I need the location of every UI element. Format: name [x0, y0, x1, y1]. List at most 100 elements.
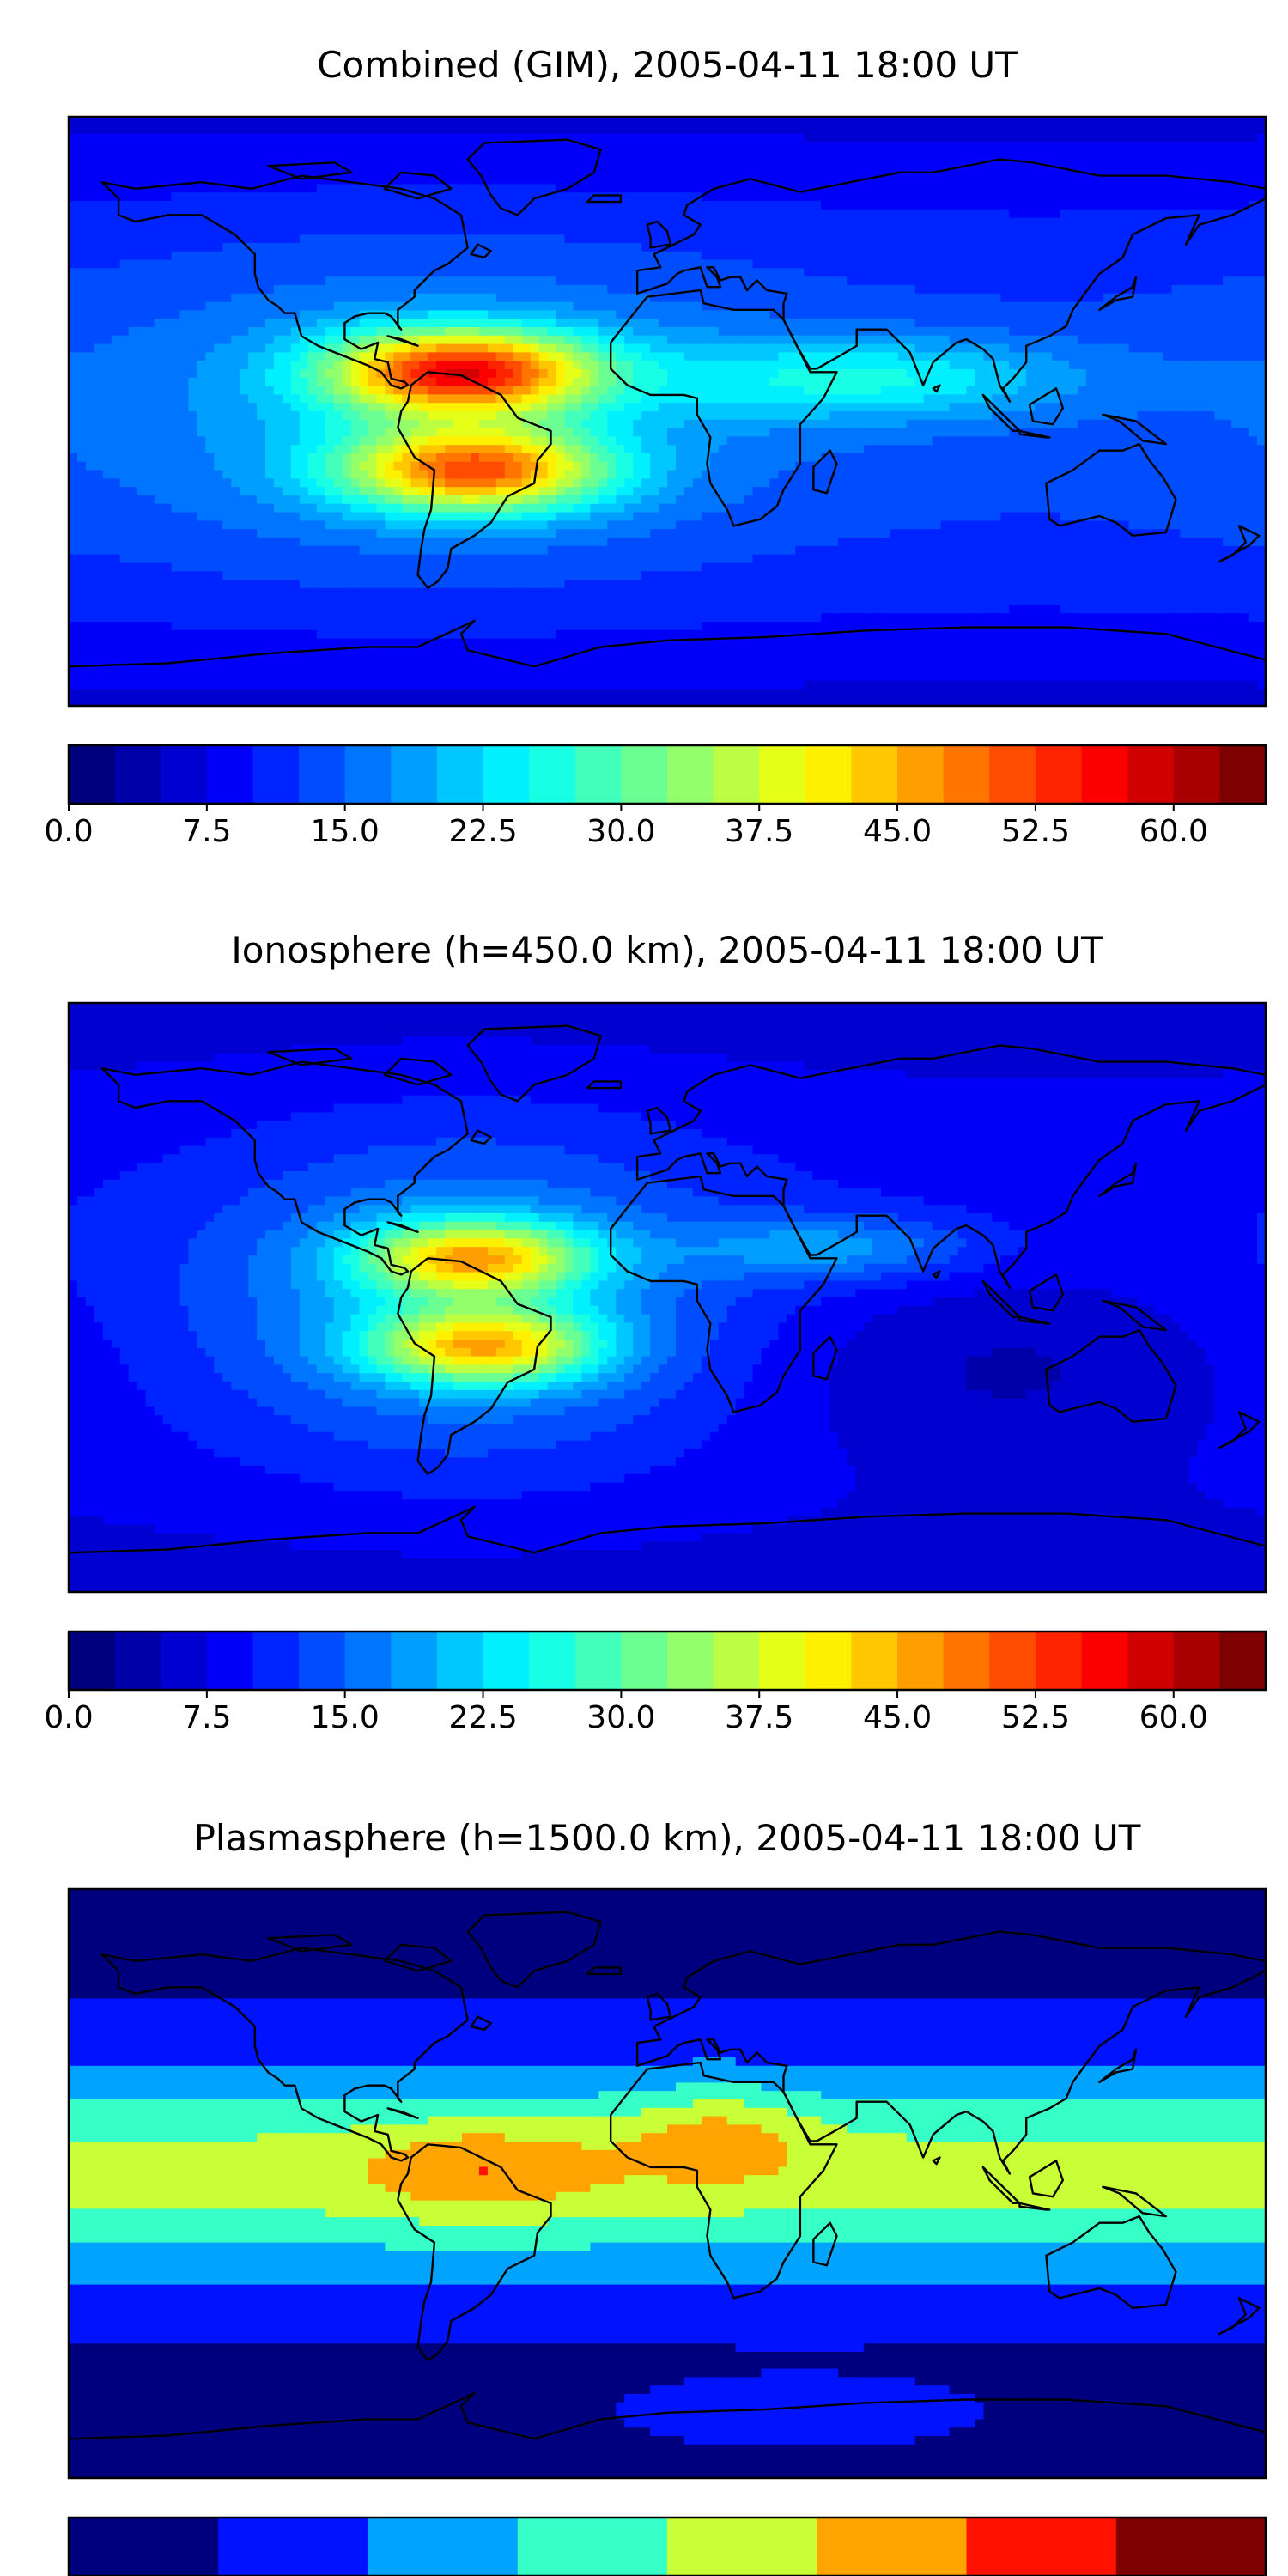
- heatmap-cell: [787, 192, 796, 202]
- heatmap-cell: [402, 167, 411, 177]
- heatmap-cell: [1197, 319, 1206, 328]
- heatmap-cell: [282, 159, 292, 168]
- heatmap-cell: [897, 175, 908, 185]
- heatmap-cell: [795, 192, 805, 202]
- heatmap-cell: [445, 159, 454, 168]
- heatmap-cell: [1026, 243, 1036, 252]
- heatmap-cell: [701, 234, 711, 244]
- heatmap-cell: [949, 310, 959, 319]
- heatmap-cell: [556, 150, 566, 160]
- heatmap-cell: [111, 209, 121, 219]
- heatmap-cell: [299, 268, 309, 277]
- heatmap-cell: [1128, 251, 1139, 261]
- heatmap-cell: [1171, 184, 1182, 193]
- heatmap-cell: [179, 209, 189, 219]
- heatmap-cell: [333, 352, 343, 361]
- heatmap-cell: [769, 352, 780, 361]
- heatmap-cell: [257, 377, 266, 387]
- heatmap-cell: [128, 117, 138, 126]
- heatmap-cell: [325, 369, 335, 379]
- heatmap-cell: [145, 251, 155, 261]
- heatmap-cell: [393, 285, 403, 295]
- heatmap-cell: [530, 259, 540, 269]
- heatmap-cell: [914, 394, 925, 404]
- heatmap-cell: [171, 361, 181, 370]
- heatmap-cell: [1068, 352, 1078, 361]
- heatmap-cell: [932, 343, 942, 353]
- heatmap-cell: [692, 142, 702, 151]
- heatmap-cell: [616, 175, 625, 185]
- heatmap-cell: [573, 150, 583, 160]
- heatmap-cell: [470, 327, 480, 337]
- heatmap-cell: [273, 259, 283, 269]
- heatmap-cell: [119, 268, 130, 277]
- heatmap-cell: [1240, 343, 1249, 353]
- heatmap-cell: [667, 234, 677, 244]
- heatmap-cell: [299, 403, 309, 412]
- heatmap-cell: [1085, 226, 1096, 235]
- heatmap-cell: [983, 209, 993, 219]
- heatmap-cell: [495, 251, 506, 261]
- heatmap-cell: [273, 192, 283, 202]
- heatmap-cell: [385, 201, 394, 210]
- heatmap-cell: [462, 377, 471, 387]
- heatmap-cell: [923, 343, 933, 353]
- heatmap-cell: [804, 352, 813, 361]
- heatmap-cell: [590, 411, 599, 421]
- heatmap-cell: [650, 167, 659, 177]
- heatmap-cell: [1197, 234, 1206, 244]
- heatmap-cell: [530, 301, 540, 311]
- heatmap-cell: [1043, 301, 1053, 311]
- heatmap-cell: [119, 293, 130, 303]
- heatmap-cell: [556, 335, 566, 345]
- heatmap-cell: [880, 167, 890, 177]
- heatmap-cell: [128, 301, 138, 311]
- heatmap-cell: [607, 175, 617, 185]
- heatmap-cell: [949, 192, 959, 202]
- heatmap-cell: [1197, 403, 1206, 412]
- heatmap-cell: [376, 285, 386, 295]
- heatmap-cell: [701, 293, 711, 303]
- heatmap-cell: [650, 142, 659, 151]
- heatmap-cell: [162, 175, 173, 185]
- heatmap-cell: [607, 377, 617, 387]
- heatmap-cell: [342, 285, 352, 295]
- heatmap-cell: [248, 343, 258, 353]
- heatmap-cell: [1163, 142, 1173, 151]
- heatmap-cell: [1052, 192, 1061, 202]
- heatmap-cell: [564, 259, 574, 269]
- heatmap-cell: [179, 319, 189, 328]
- heatmap-cell: [1068, 319, 1078, 328]
- heatmap-cell: [179, 386, 189, 395]
- heatmap-cell: [1188, 403, 1198, 412]
- heatmap-cell: [376, 403, 386, 412]
- heatmap-cell: [667, 403, 677, 412]
- heatmap-cell: [94, 343, 104, 353]
- heatmap-cell: [248, 175, 258, 185]
- heatmap-cell: [530, 319, 540, 328]
- heatmap-cell: [547, 125, 557, 135]
- heatmap-cell: [744, 226, 754, 235]
- heatmap-cell: [478, 403, 489, 412]
- heatmap-cell: [812, 117, 822, 126]
- heatmap-cell: [650, 201, 659, 210]
- heatmap-cell: [1154, 184, 1164, 193]
- heatmap-cell: [1077, 394, 1087, 404]
- heatmap-cell: [581, 386, 591, 395]
- heatmap-cell: [513, 201, 523, 210]
- heatmap-cell: [641, 133, 651, 143]
- heatmap-cell: [940, 301, 951, 311]
- heatmap-cell: [1206, 259, 1215, 269]
- heatmap-cell: [1103, 276, 1113, 286]
- heatmap-cell: [581, 377, 591, 387]
- heatmap-cell: [718, 175, 728, 185]
- heatmap-cell: [137, 335, 147, 345]
- heatmap-cell: [248, 352, 258, 361]
- heatmap-cell: [812, 293, 822, 303]
- heatmap-cell: [906, 310, 916, 319]
- heatmap-cell: [829, 285, 839, 295]
- heatmap-cell: [804, 301, 813, 311]
- heatmap-cell: [257, 251, 266, 261]
- heatmap-cell: [436, 352, 446, 361]
- heatmap-cell: [1163, 125, 1173, 135]
